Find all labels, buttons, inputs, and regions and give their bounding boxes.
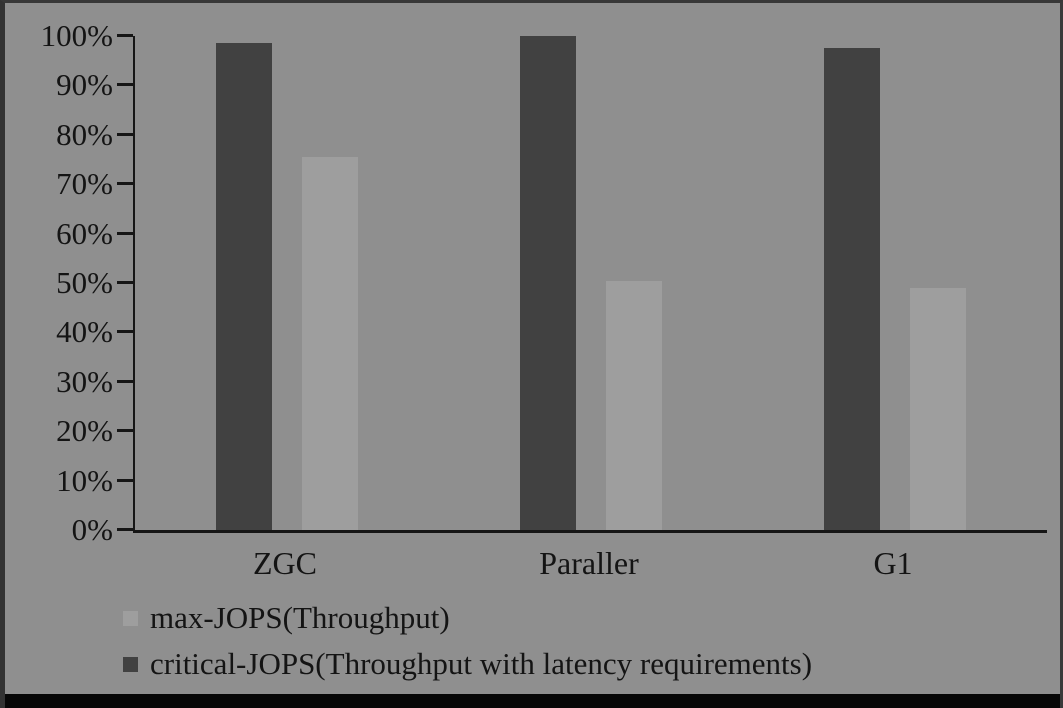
legend: max-JOPS(Throughput) critical-JOPS(Throu…: [123, 599, 812, 691]
y-tick-label-10: 10%: [56, 462, 113, 498]
y-tick-label-0: 0%: [71, 512, 113, 547]
plot-area: [133, 36, 1047, 533]
legend-label-critical-jops: critical-JOPS(Throughput with latency re…: [150, 646, 813, 681]
bar-paraller-max-jops: [606, 281, 662, 530]
bar-zgc-critical-jops: [216, 43, 272, 530]
y-tick-mark: [117, 83, 133, 87]
y-tick-label-20: 20%: [56, 413, 113, 449]
y-tick-mark: [117, 379, 133, 383]
y-tick-mark: [117, 281, 133, 284]
x-axis-label-paraller: Paraller: [539, 545, 639, 581]
y-tick-label-30: 30%: [56, 363, 113, 399]
y-tick-mark: [117, 182, 133, 186]
legend-swatch-max-jops-icon: [123, 610, 138, 626]
y-tick-label-50: 50%: [56, 265, 113, 300]
legend-item-max-jops: max-JOPS(Throughput): [123, 599, 812, 637]
legend-swatch-critical-jops-icon: [123, 656, 138, 672]
y-tick-label-90: 90%: [56, 67, 113, 103]
y-tick-mark: [117, 528, 133, 531]
y-tick-mark: [117, 34, 133, 37]
y-tick-mark: [117, 231, 133, 235]
bottom-border-bar: [5, 694, 1060, 708]
legend-label-max-jops: max-JOPS(Throughput): [150, 600, 450, 635]
y-tick-label-70: 70%: [56, 166, 113, 202]
bar-g1-critical-jops: [824, 48, 880, 530]
y-tick-mark: [117, 478, 133, 482]
bar-g1-max-jops: [910, 288, 966, 530]
bar-zgc-max-jops: [302, 157, 358, 530]
x-axis-label-g1: G1: [873, 545, 913, 581]
y-tick-label-40: 40%: [56, 314, 113, 350]
y-tick-label-80: 80%: [56, 116, 113, 152]
x-axis-label-zgc: ZGC: [253, 545, 317, 581]
y-tick-label-60: 60%: [56, 215, 113, 251]
legend-item-critical-jops: critical-JOPS(Throughput with latency re…: [123, 645, 812, 683]
y-tick-mark: [117, 330, 133, 334]
y-tick-mark: [117, 429, 133, 433]
bar-paraller-critical-jops: [520, 36, 576, 530]
y-tick-mark: [117, 132, 133, 136]
y-tick-label-100: 100%: [40, 18, 113, 53]
